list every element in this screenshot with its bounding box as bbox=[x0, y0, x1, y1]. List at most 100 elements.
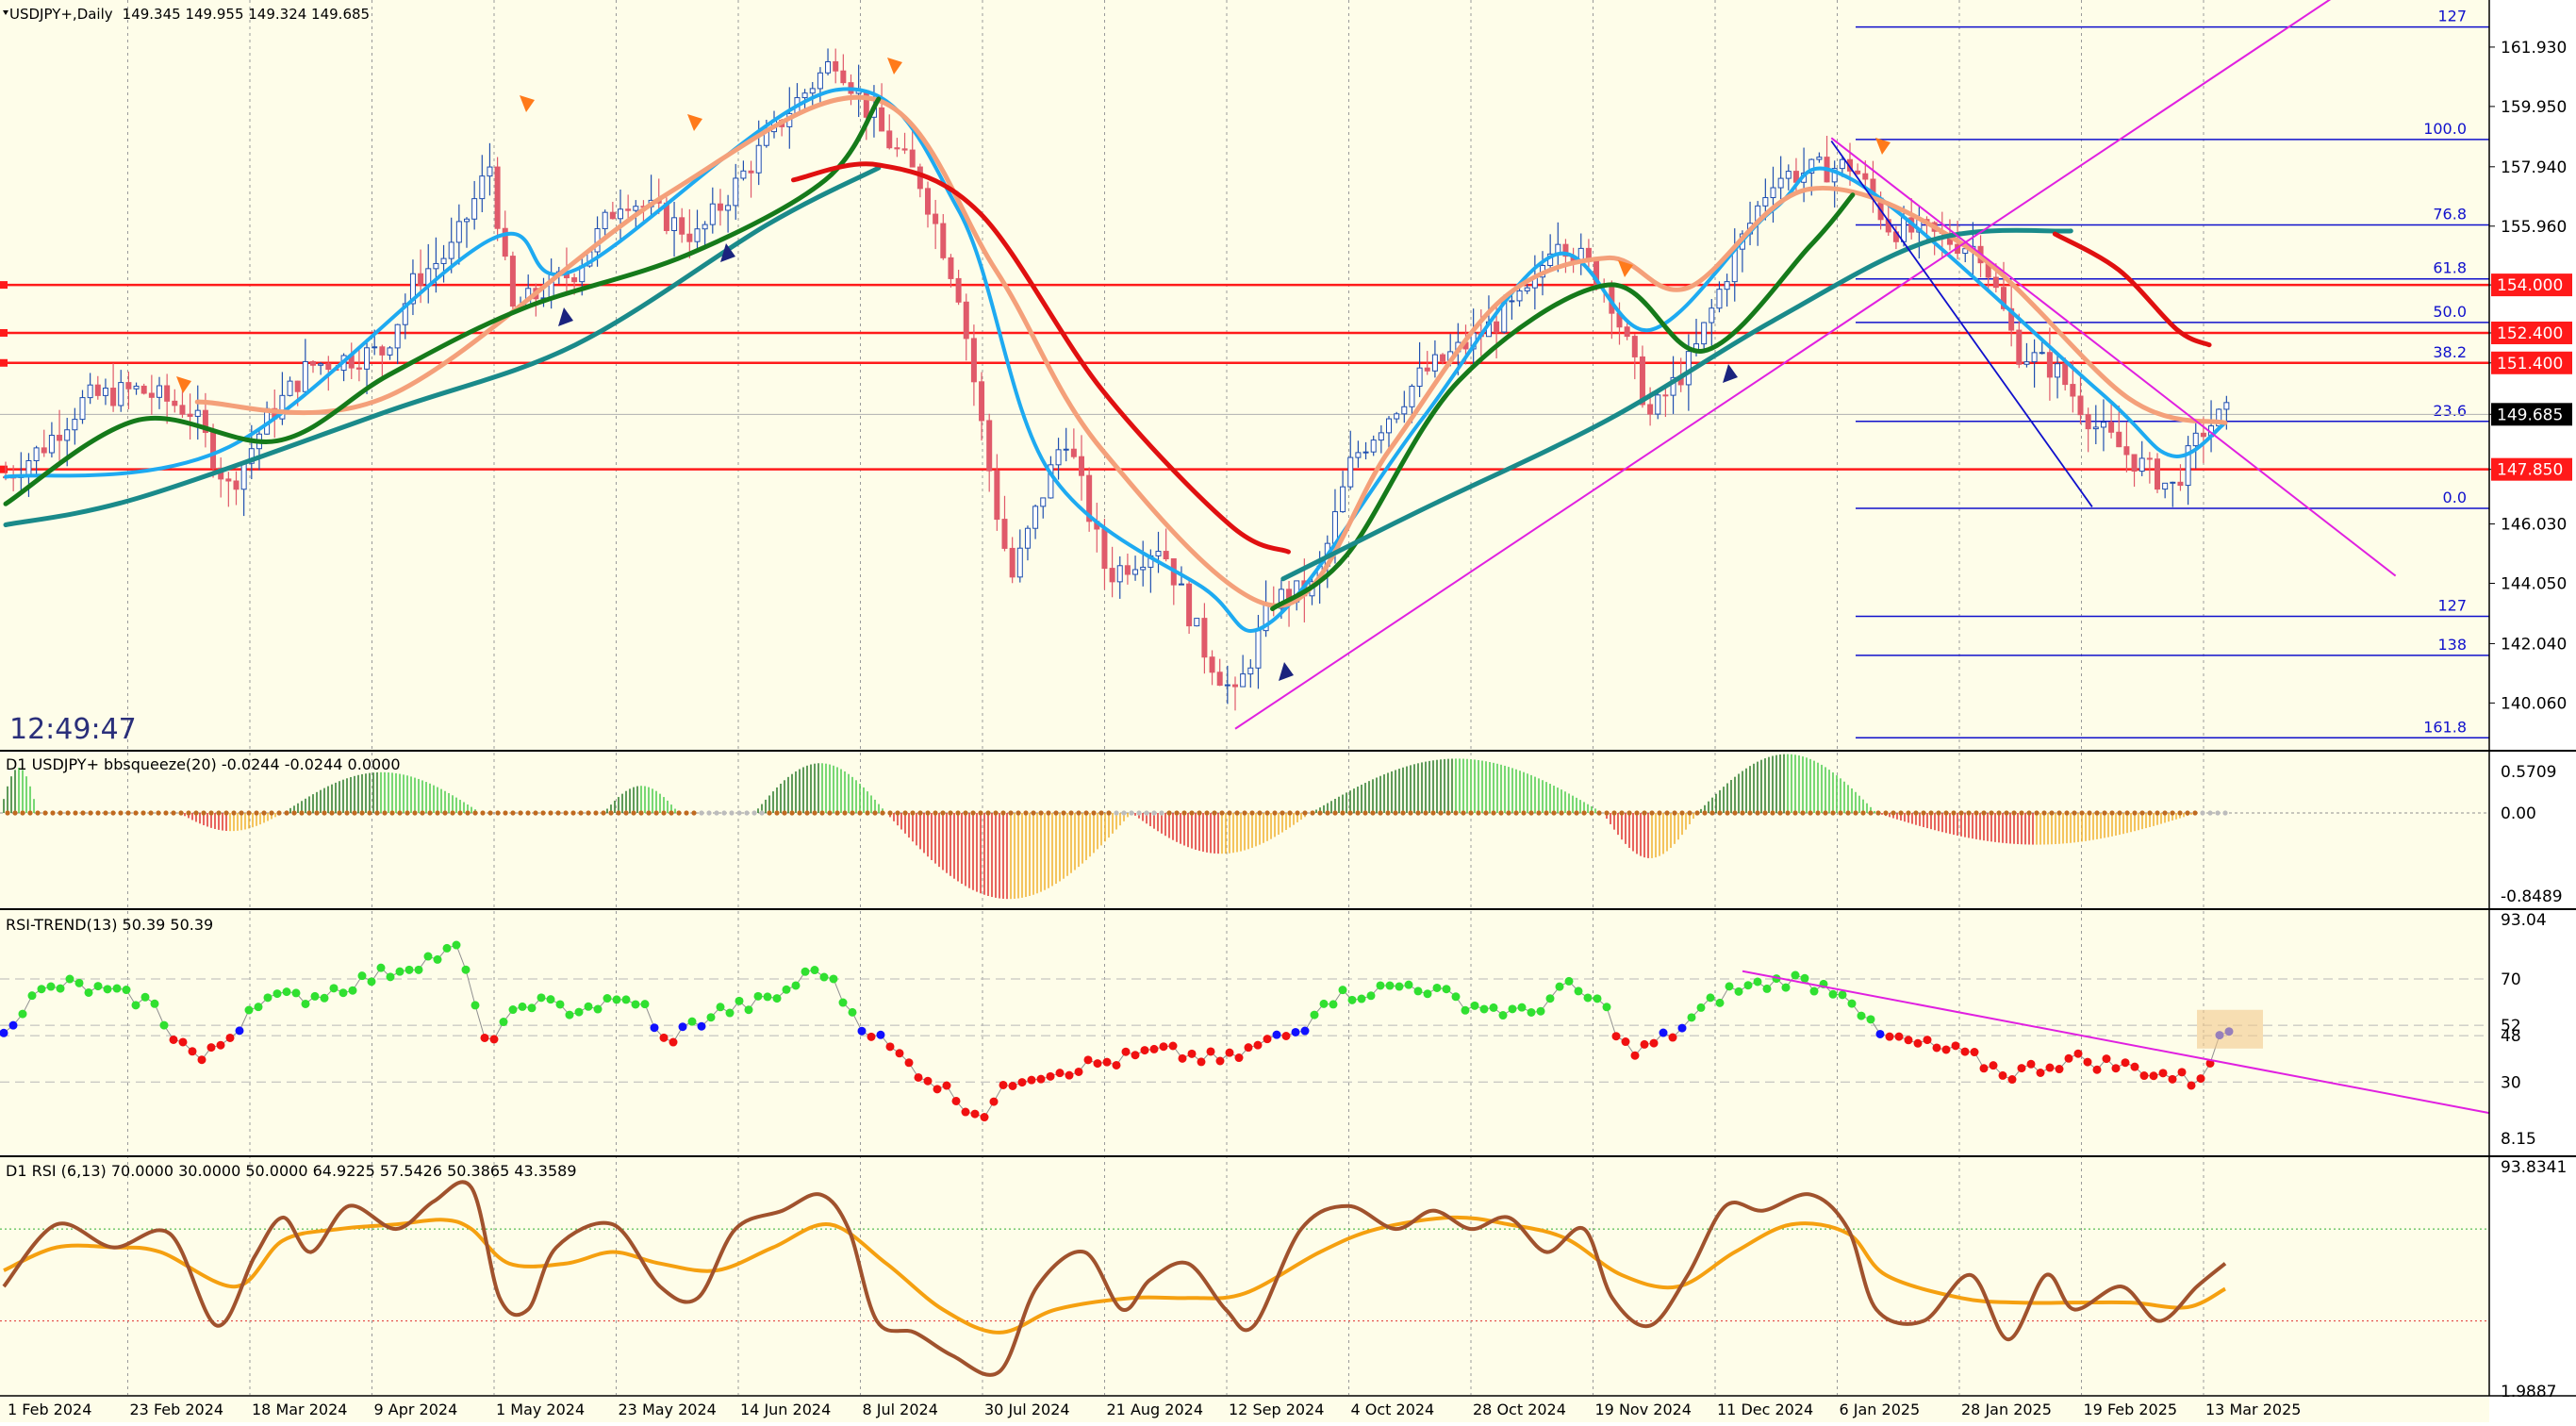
candle-body bbox=[1509, 300, 1515, 303]
candle-body bbox=[618, 208, 623, 220]
squeeze-dot bbox=[1596, 810, 1602, 816]
x-tick-label: 4 Oct 2024 bbox=[1351, 1401, 1435, 1418]
squeeze-dot bbox=[314, 810, 320, 816]
rsitrend-dot bbox=[263, 993, 272, 1003]
rsitrend-dot bbox=[84, 987, 93, 997]
squeeze-dot bbox=[819, 810, 825, 816]
rsitrend-dot bbox=[348, 986, 357, 995]
candle-body bbox=[364, 347, 371, 370]
squeeze-dot bbox=[1921, 810, 1926, 816]
squeeze-dot bbox=[125, 810, 131, 816]
squeeze-dot bbox=[1777, 810, 1783, 816]
squeeze-dot bbox=[1913, 810, 1919, 816]
fib-label: 138 bbox=[2437, 636, 2467, 654]
squeeze-dot bbox=[1951, 810, 1957, 816]
squeeze-dot bbox=[1302, 810, 1308, 816]
candle-body bbox=[1163, 551, 1169, 560]
rsitrend-dot bbox=[386, 972, 395, 982]
squeeze-dot bbox=[676, 810, 682, 816]
rsitrend-dot bbox=[254, 1003, 263, 1012]
rsitrend-dot bbox=[1055, 1069, 1065, 1078]
candle-body bbox=[140, 385, 147, 394]
candle-body bbox=[679, 217, 685, 235]
candle-body bbox=[502, 227, 508, 257]
x-tick-label: 1 Feb 2024 bbox=[8, 1401, 91, 1418]
rsitrend-dot bbox=[367, 977, 376, 987]
candle-body bbox=[1777, 177, 1784, 189]
rsitrend-dot bbox=[140, 992, 150, 1002]
candle-body bbox=[202, 409, 208, 434]
level-badge-label: 154.000 bbox=[2497, 276, 2563, 295]
candle-body bbox=[487, 166, 493, 177]
rsitrend-dot bbox=[1470, 1001, 1479, 1010]
squeeze-dot bbox=[767, 810, 772, 816]
squeeze-dot bbox=[865, 810, 870, 816]
squeeze-dot bbox=[797, 810, 802, 816]
current-price-badge bbox=[2491, 403, 2572, 426]
squeeze-dot bbox=[948, 810, 953, 816]
rsi-lines bbox=[0, 1180, 2489, 1377]
squeeze-dot bbox=[1370, 810, 1376, 816]
rsitrend-dot bbox=[442, 943, 452, 953]
rsi-fast-line bbox=[2, 1180, 2227, 1377]
candles bbox=[3, 48, 2230, 711]
rsitrend-dot bbox=[1998, 1070, 2007, 1080]
rsitrend-dot bbox=[1677, 1023, 1687, 1033]
rsitrend-dot bbox=[1017, 1078, 1027, 1087]
rsitrend-dot bbox=[2064, 1053, 2073, 1063]
squeeze-dot bbox=[1242, 810, 1247, 816]
candle-body bbox=[1201, 618, 1208, 658]
candle-body bbox=[102, 388, 108, 396]
squeeze-dot bbox=[472, 810, 478, 816]
squeeze-dot bbox=[714, 810, 719, 816]
candle-body bbox=[1639, 356, 1645, 406]
collapse-arrow-icon[interactable] bbox=[3, 10, 8, 15]
squeeze-dot bbox=[1611, 810, 1617, 816]
candle-body bbox=[1770, 187, 1776, 199]
rsitrend-dot bbox=[1791, 970, 1800, 980]
rsitrend-dot bbox=[169, 1035, 178, 1044]
rsitrend-dot bbox=[159, 1020, 169, 1030]
squeeze-dot bbox=[1491, 810, 1496, 816]
rsitrend-dot bbox=[508, 1005, 518, 1015]
rsitrend-dot bbox=[1451, 992, 1461, 1002]
candle-body bbox=[471, 198, 478, 220]
sell-arrow-icon bbox=[176, 376, 191, 393]
squeeze-dot bbox=[420, 810, 425, 816]
squeeze-dot bbox=[774, 810, 780, 816]
rsitrend-dot bbox=[867, 1032, 876, 1041]
candle-body bbox=[948, 257, 954, 279]
squeeze-dot bbox=[2162, 810, 2168, 816]
candle-body bbox=[994, 470, 1000, 521]
candle-body bbox=[355, 367, 362, 370]
squeeze-dot bbox=[548, 810, 553, 816]
candle-body bbox=[1055, 449, 1062, 466]
rsitrend-dot bbox=[1527, 1007, 1536, 1017]
squeeze-dot bbox=[1144, 810, 1149, 816]
rsitrend-dot bbox=[612, 995, 621, 1004]
squeeze-dot bbox=[601, 810, 606, 816]
rsitrend-dot bbox=[1027, 1075, 1036, 1085]
candle-body bbox=[1370, 439, 1377, 453]
candle-body bbox=[494, 166, 501, 229]
level-marker bbox=[0, 281, 8, 290]
rsitrend-dot bbox=[1215, 1056, 1225, 1066]
squeeze-dot bbox=[880, 810, 885, 816]
rsitrend-dot bbox=[2017, 1064, 2026, 1073]
candle-body bbox=[2185, 445, 2191, 487]
rsitrend-dot bbox=[1838, 990, 1847, 1000]
squeeze-dot bbox=[563, 810, 569, 816]
rsitrend-dot bbox=[716, 1003, 725, 1012]
candle-body bbox=[1831, 168, 1838, 183]
candle-body bbox=[1232, 684, 1238, 688]
rsitrend-dot bbox=[2130, 1062, 2139, 1071]
squeeze-dot bbox=[1053, 810, 1059, 816]
squeeze-dot bbox=[103, 810, 108, 816]
squeeze-dot bbox=[442, 810, 448, 816]
rsitrend-dot bbox=[970, 1109, 980, 1119]
squeeze-dot bbox=[412, 810, 418, 816]
candle-body bbox=[464, 218, 470, 223]
squeeze-dot bbox=[2011, 810, 2017, 816]
squeeze-dot bbox=[1800, 810, 1806, 816]
